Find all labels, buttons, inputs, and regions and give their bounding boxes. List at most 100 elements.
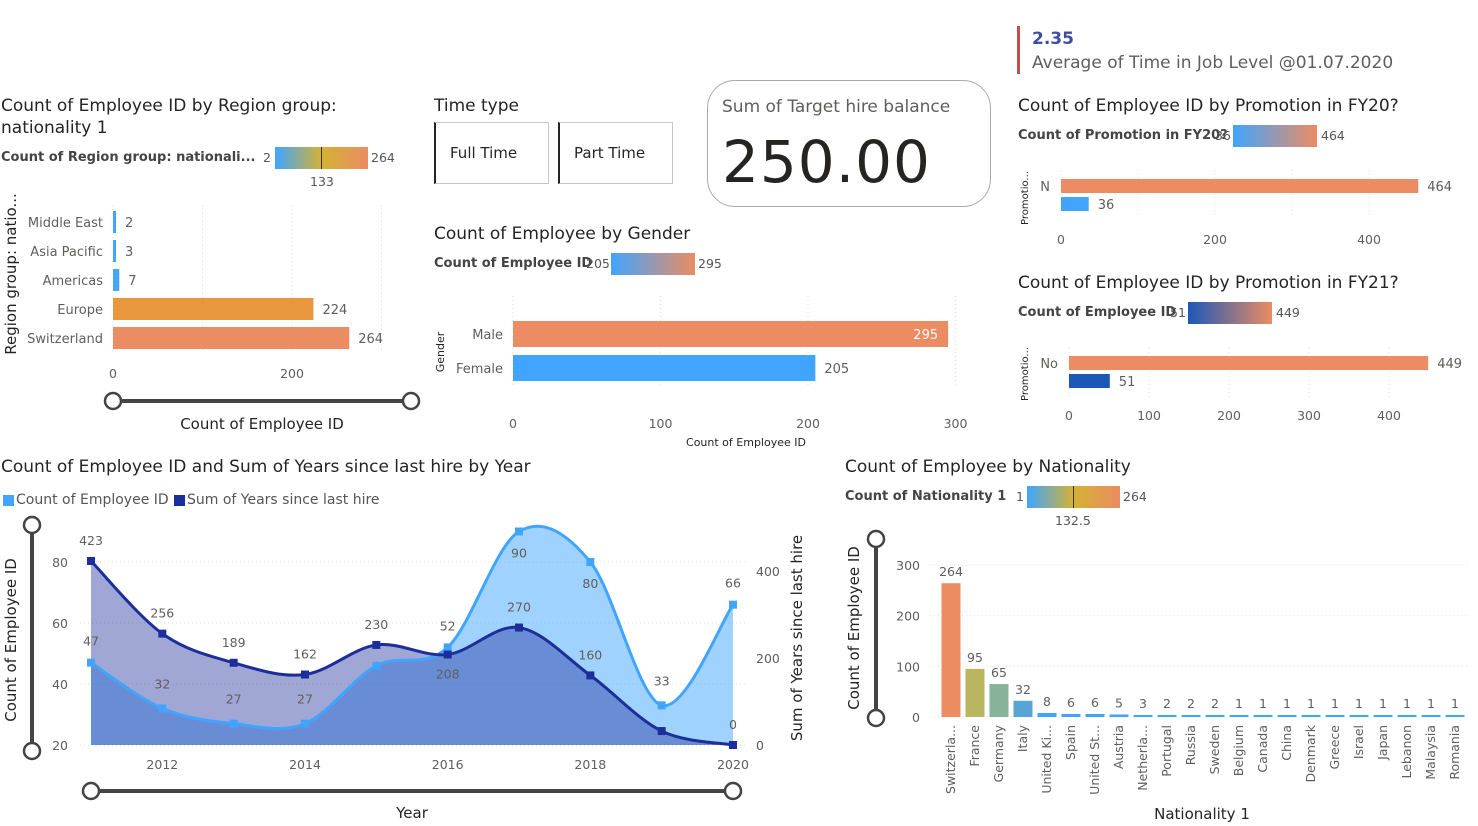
nationality-data-label: 2 [1211, 696, 1219, 711]
nationality-bar [1253, 715, 1273, 717]
nationality-y-tick: 300 [896, 558, 920, 573]
nationality-x-axis-label: Nationality 1 [1154, 805, 1250, 823]
card-title: Sum of Target hire balance [722, 97, 951, 117]
nationality-legend-mid-marker [1073, 486, 1074, 508]
combo-data-label-years: 270 [507, 600, 531, 615]
nationality-y-axis-label: Count of Employee ID [845, 546, 863, 710]
slicer-option-full-time[interactable]: Full Time [434, 122, 549, 184]
combo-horizontal-slider-handle-left[interactable] [81, 781, 101, 801]
combo-x-tick: 2014 [289, 757, 321, 772]
nationality-category-label: France [967, 725, 982, 767]
nationality-bar-chart: 3002001000264Switzerla...95France65Germa… [845, 529, 1470, 823]
combo-data-label-count: 32 [154, 676, 170, 691]
nationality-data-label: 95 [967, 650, 983, 665]
combo-marker-years [301, 670, 309, 679]
nationality-bar [1181, 715, 1201, 717]
combo-data-label-years: 423 [79, 533, 103, 548]
region-legend-min: 2 [263, 150, 271, 165]
nationality-legend-label: Count of Nationality 1 [845, 489, 1007, 504]
nationality-category-label: Malaysia [1423, 725, 1438, 780]
region-bar [113, 211, 116, 233]
combo-marker-years [229, 658, 238, 667]
nationality-category-label: Denmark [1303, 724, 1318, 782]
nationality-data-label: 1 [1283, 696, 1291, 711]
nationality-category-label: Greece [1327, 725, 1342, 770]
combo-marker-years [729, 741, 737, 749]
fy20-x-tick: 0 [1057, 232, 1065, 247]
fy21-x-tick: 300 [1297, 408, 1321, 423]
combo-data-label-count: 52 [440, 618, 456, 633]
combo-data-label-count: 47 [83, 634, 99, 649]
region-range-slider-handle-left[interactable] [103, 391, 123, 411]
combo-chart-title: Count of Employee ID and Sum of Years si… [1, 457, 531, 477]
combo-right-tick: 400 [756, 564, 780, 579]
gender-bar-chart: 0 100 200 300 Male 295 Female 205 Gender Count of… [434, 296, 968, 449]
region-data-label: 224 [322, 303, 347, 318]
region-x-axis-label: Count of Employee ID [180, 415, 344, 433]
combo-x-tick: 2012 [146, 757, 178, 772]
gender-bar [513, 355, 816, 381]
nationality-bar [1397, 715, 1417, 717]
nationality-category-label: United St... [1087, 725, 1102, 795]
fy20-legend-max: 464 [1321, 128, 1345, 143]
gender-legend-label: Count of Employee ID [434, 256, 593, 271]
nationality-bar [1421, 715, 1441, 717]
combo-data-label-years: 189 [222, 635, 246, 650]
combo-vertical-slider-handle-bottom[interactable] [22, 741, 42, 761]
gender-bar [513, 321, 949, 347]
nationality-category-label: Russia [1183, 725, 1198, 765]
region-y-axis-label: Region group: natio... [2, 193, 20, 354]
combo-horizontal-slider-handle-right[interactable] [723, 781, 743, 801]
nationality-vertical-slider-handle-top[interactable] [866, 529, 886, 549]
nationality-bar [1085, 713, 1105, 717]
fy21-category-label: No [1040, 357, 1058, 372]
kpi-label: Average of Time in Job Level @01.07.2020 [1032, 53, 1394, 73]
combo-y-axis-label-left: Count of Employee ID [2, 558, 20, 722]
combo-data-label-years: 160 [578, 647, 602, 662]
combo-right-tick: 200 [756, 651, 780, 666]
nationality-category-label: Switzerla... [943, 725, 958, 794]
combo-marker-count [657, 701, 666, 710]
nationality-y-tick: 200 [896, 609, 920, 624]
fy20-data-label: 36 [1098, 198, 1115, 213]
fy21-chart-title: Count of Employee ID by Promotion in FY2… [1018, 273, 1399, 293]
gender-data-label: 295 [913, 328, 938, 343]
nationality-category-label: Lebanon [1399, 725, 1414, 779]
combo-data-label-years: 208 [436, 667, 460, 682]
nationality-bar [1109, 714, 1129, 717]
nationality-bar [1061, 713, 1081, 717]
nationality-legend-min: 1 [1016, 489, 1024, 504]
fy21-x-tick: 0 [1065, 408, 1073, 423]
region-data-label: 264 [358, 332, 383, 347]
combo-legend-years: Sum of Years since last hire [187, 492, 380, 508]
kpi-value: 2.35 [1032, 29, 1074, 49]
fy20-data-label: 464 [1427, 180, 1452, 195]
combo-data-label-years: 0 [729, 717, 737, 732]
combo-left-tick: 40 [52, 677, 68, 692]
region-data-label: 2 [125, 216, 133, 231]
fy20-bar-chart: 0 200 400 464 N 36 Promotio... [1020, 170, 1452, 247]
slicer-option-part-time[interactable]: Part Time [558, 122, 673, 184]
nationality-data-label: 264 [939, 564, 963, 579]
combo-area-chart: 47 32 27 27 52 90 80 33 66 423 256 189 162 230 208 270 1… [2, 515, 806, 822]
combo-data-label-years: 162 [293, 647, 317, 662]
gender-x-tick: 300 [944, 416, 968, 431]
gender-x-tick: 0 [509, 416, 517, 431]
combo-marker-count [229, 719, 238, 728]
nationality-bar [1013, 700, 1033, 717]
combo-vertical-slider-handle-top[interactable] [22, 515, 42, 535]
nationality-bar [1037, 712, 1057, 717]
combo-x-tick: 2020 [717, 757, 749, 772]
region-legend-label: Count of Region group: nationali... [1, 150, 256, 165]
nationality-bar [1157, 715, 1177, 717]
combo-x-tick: 2016 [432, 757, 464, 772]
combo-marker-count [158, 704, 167, 713]
combo-marker-count [729, 600, 737, 609]
nationality-data-label: 1 [1235, 696, 1243, 711]
combo-y-axis-label-right: Sum of Years since last hire [788, 535, 806, 741]
nationality-data-label: 6 [1091, 695, 1099, 710]
fy21-bar-chart: 0 100 200 300 400 449 No 51 Promotio... [1020, 347, 1462, 423]
nationality-data-label: 1 [1307, 696, 1315, 711]
nationality-vertical-slider-handle-bottom[interactable] [866, 708, 886, 728]
region-range-slider-handle-right[interactable] [401, 391, 421, 411]
